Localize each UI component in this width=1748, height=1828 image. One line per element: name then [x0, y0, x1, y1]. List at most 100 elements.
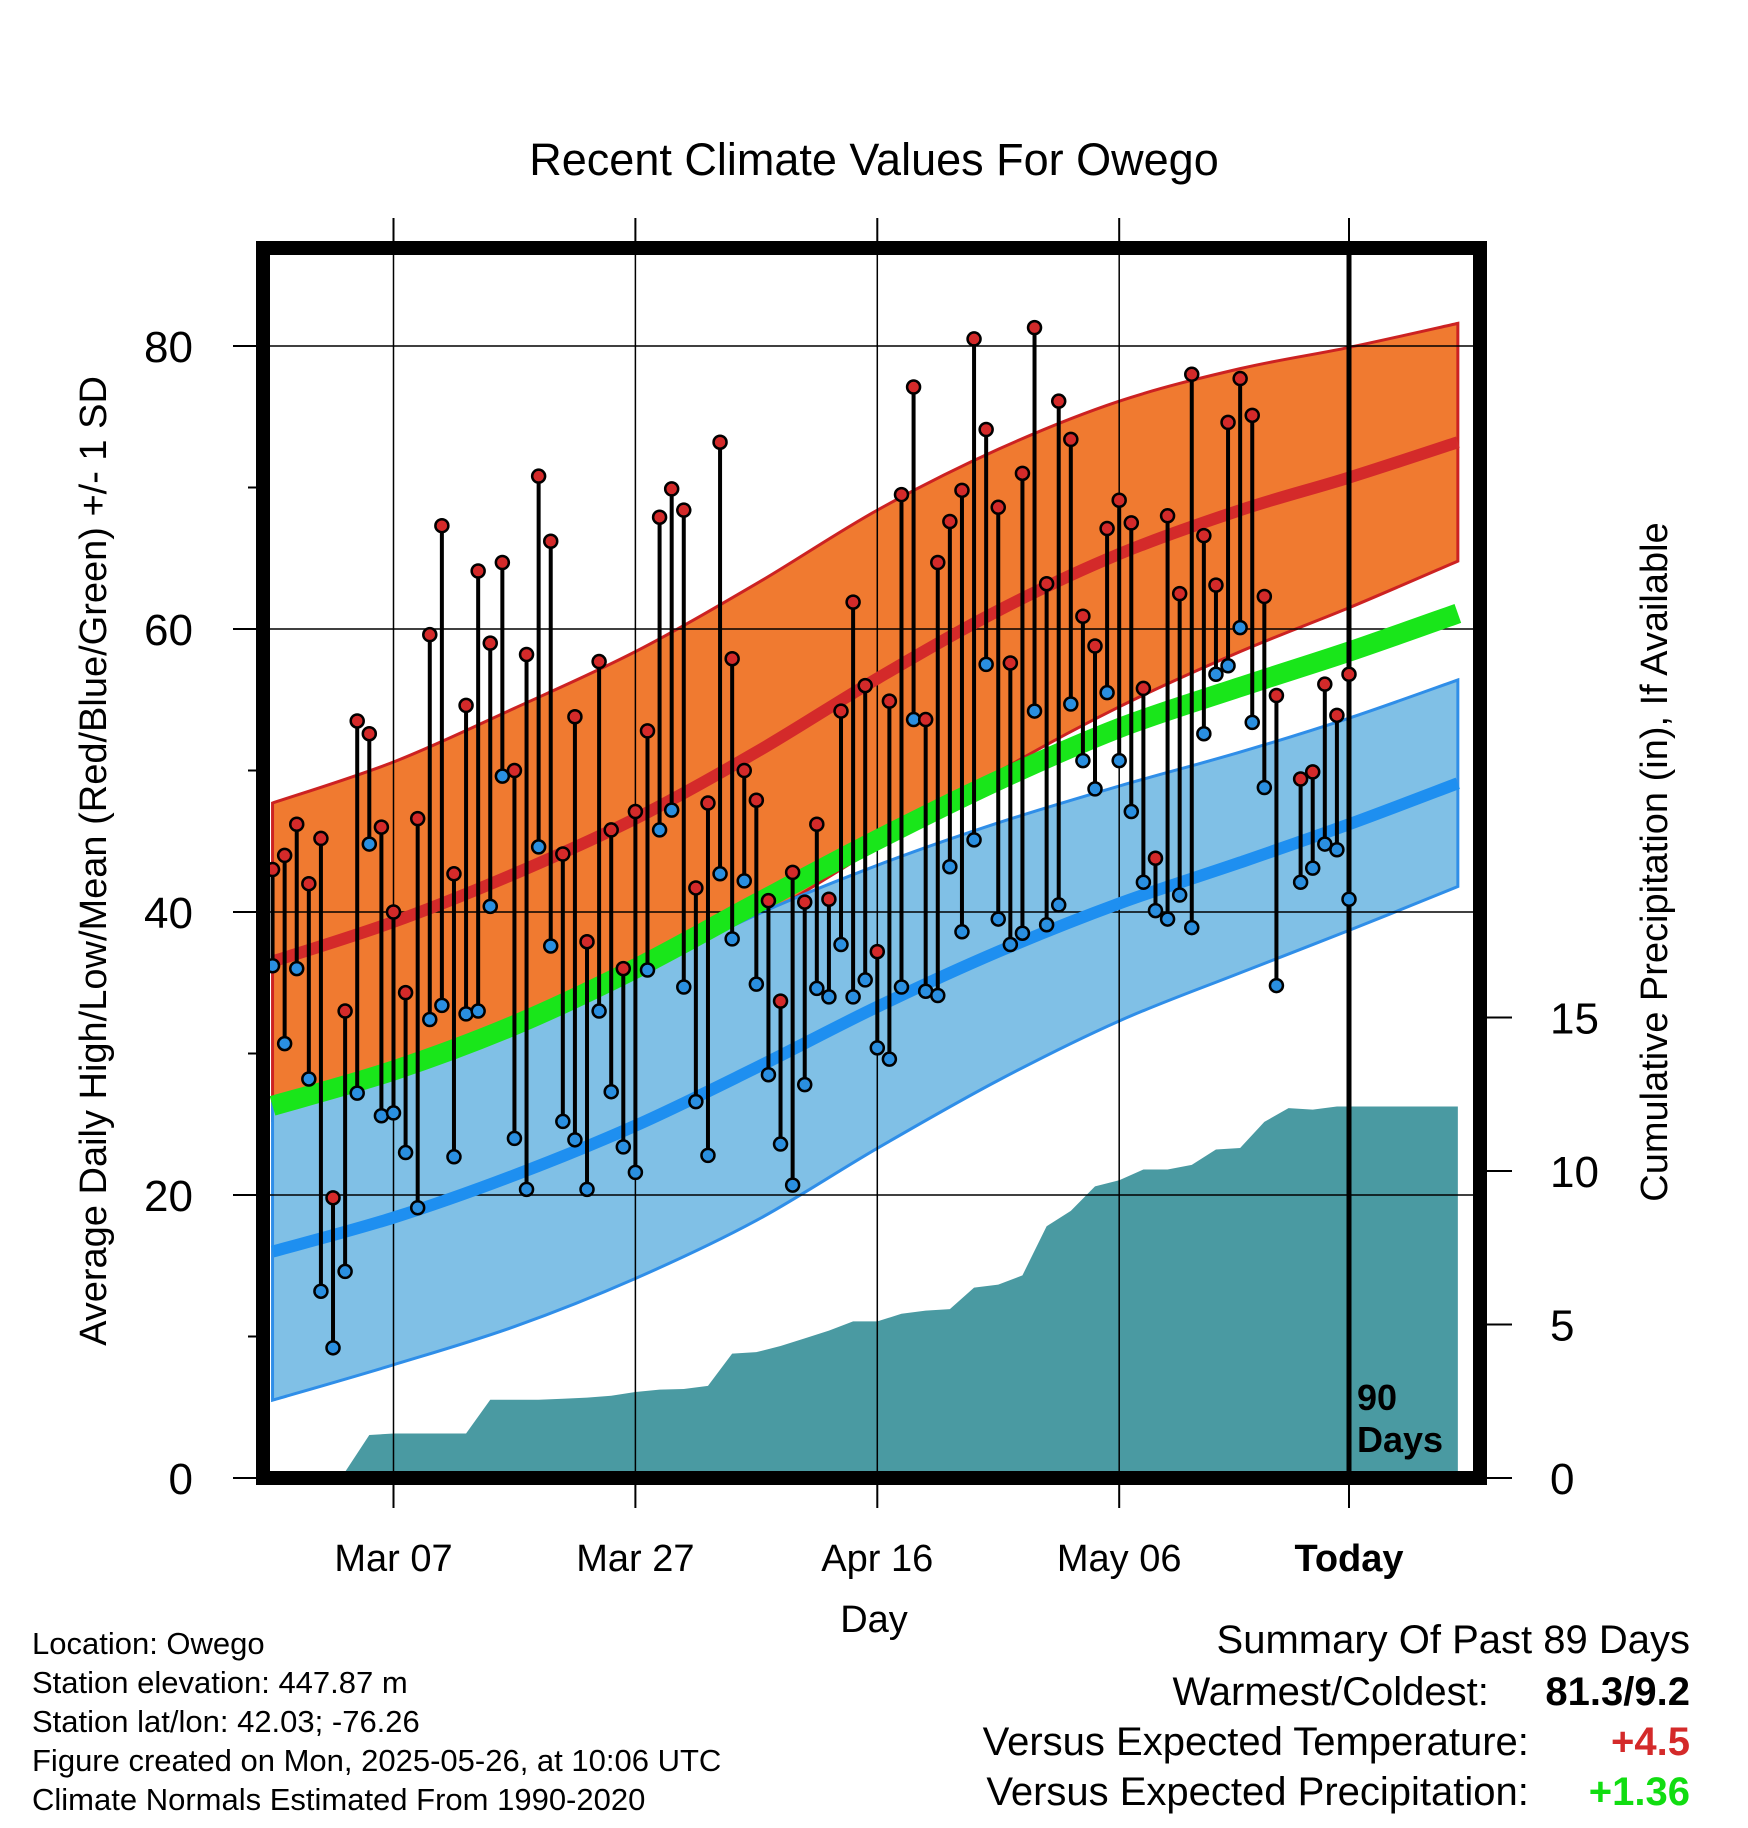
- footer-created: Figure created on Mon, 2025-05-26, at 10…: [32, 1743, 722, 1778]
- daily-high-point: [494, 554, 511, 571]
- daily-high-point: [663, 481, 680, 497]
- daily-high-point: [917, 711, 934, 728]
- daily-high-point: [809, 816, 825, 833]
- daily-high-point: [857, 677, 873, 694]
- daily-high-point: [446, 866, 462, 882]
- summary-warmest-coldest-value: 81.3/9.2: [1545, 1670, 1690, 1714]
- y-tick-label: 0: [169, 1455, 193, 1504]
- daily-low-point: [688, 1093, 704, 1110]
- daily-high-point: [1063, 431, 1079, 448]
- daily-low-point: [1002, 936, 1019, 953]
- daily-high-point: [1196, 527, 1212, 544]
- daily-low-point: [1147, 902, 1164, 919]
- daily-low-point: [1196, 725, 1212, 742]
- daily-low-point: [409, 1199, 426, 1216]
- daily-low-point: [990, 911, 1006, 927]
- daily-high-point: [1208, 577, 1224, 593]
- y2-tick-label: 0: [1550, 1455, 1574, 1504]
- summary-temperature-label: Versus Expected Temperature:: [982, 1720, 1529, 1764]
- high-normal-line: [270, 436, 1460, 968]
- x-tick-label: Apr 16: [821, 1538, 933, 1580]
- daily-low-point: [422, 1011, 438, 1028]
- daily-high-point: [712, 434, 728, 450]
- daily-low-point: [1026, 703, 1043, 719]
- mean-normal-line: [269, 603, 1462, 1116]
- daily-high-point: [1038, 575, 1055, 592]
- summary-temperature-value: +4.5: [1611, 1720, 1690, 1764]
- daily-low-point: [1220, 658, 1236, 674]
- daily-low-point: [1317, 836, 1333, 852]
- daily-high-point: [1317, 676, 1333, 692]
- daily-high-point: [542, 533, 559, 550]
- daily-high-point: [930, 554, 946, 571]
- daily-low-point: [1075, 752, 1091, 769]
- daily-low-point: [772, 1136, 789, 1152]
- x-tick-label: May 06: [1057, 1538, 1182, 1580]
- daily-high-point: [700, 795, 716, 811]
- daily-high-point: [676, 502, 692, 518]
- daily-high-point: [337, 1003, 353, 1019]
- plot-frame: [256, 241, 1487, 1485]
- daily-high-point: [966, 331, 982, 347]
- daily-low-point: [748, 976, 765, 992]
- daily-low-point: [857, 972, 873, 988]
- daily-high-point: [627, 803, 644, 820]
- daily-low-point: [712, 866, 728, 882]
- daily-high-point: [506, 762, 523, 779]
- daily-low-point: [530, 839, 547, 855]
- daily-low-point: [446, 1149, 462, 1165]
- daily-low-point: [651, 822, 668, 838]
- daily-low-point: [1099, 684, 1115, 701]
- daily-low-point: [494, 768, 511, 784]
- today-marker-days-number: 90: [1357, 1377, 1397, 1418]
- daily-high-point: [796, 894, 813, 910]
- daily-high-point: [1220, 414, 1236, 431]
- daily-high-point: [1087, 638, 1103, 654]
- daily-low-point: [796, 1076, 813, 1093]
- x-axis-label: Day: [840, 1599, 908, 1641]
- daily-high-point: [821, 891, 837, 908]
- daily-low-point: [784, 1177, 801, 1193]
- daily-low-point: [470, 1003, 486, 1019]
- daily-high-point: [688, 880, 704, 896]
- daily-low-point: [1268, 977, 1285, 994]
- daily-high-point: [1171, 585, 1188, 602]
- daily-low-point: [385, 1105, 402, 1121]
- daily-low-point: [700, 1147, 716, 1164]
- y2-tick-label: 15: [1550, 995, 1599, 1044]
- daily-high-point: [1111, 492, 1127, 508]
- daily-high-point: [748, 792, 765, 808]
- daily-low-point: [1111, 752, 1127, 769]
- daily-low-point: [724, 931, 740, 947]
- daily-high-point: [373, 819, 390, 835]
- daily-low-point: [506, 1130, 523, 1147]
- daily-high-point: [1026, 319, 1043, 336]
- chart-title: Recent Climate Values For Owego: [529, 134, 1218, 185]
- daily-high-point: [784, 864, 801, 881]
- daily-low-point: [869, 1040, 886, 1056]
- daily-low-point: [301, 1071, 317, 1087]
- y-tick-label: 60: [144, 606, 193, 655]
- daily-low-point: [639, 962, 656, 978]
- summary-heading: Summary Of Past 89 Days: [1216, 1618, 1690, 1662]
- daily-low-point: [1244, 714, 1260, 731]
- daily-high-point: [639, 723, 656, 739]
- daily-high-point: [313, 830, 329, 847]
- summary-precipitation-value: +1.36: [1588, 1770, 1690, 1814]
- daily-high-point: [1292, 771, 1309, 787]
- daily-low-point: [361, 836, 378, 852]
- daily-high-point: [530, 468, 547, 484]
- daily-low-point: [809, 980, 825, 997]
- daily-high-point: [288, 816, 305, 833]
- daily-high-point: [1123, 515, 1140, 531]
- daily-high-point: [1268, 687, 1285, 704]
- daily-high-point: [276, 847, 293, 864]
- daily-low-point: [736, 873, 752, 889]
- daily-high-point: [422, 626, 438, 643]
- y-tick-label: 80: [144, 323, 193, 372]
- daily-low-point: [1123, 803, 1140, 820]
- daily-low-point: [1184, 919, 1200, 936]
- daily-high-point: [990, 499, 1006, 516]
- x-tick-label: Today: [1294, 1538, 1403, 1580]
- daily-low-point: [1329, 841, 1345, 858]
